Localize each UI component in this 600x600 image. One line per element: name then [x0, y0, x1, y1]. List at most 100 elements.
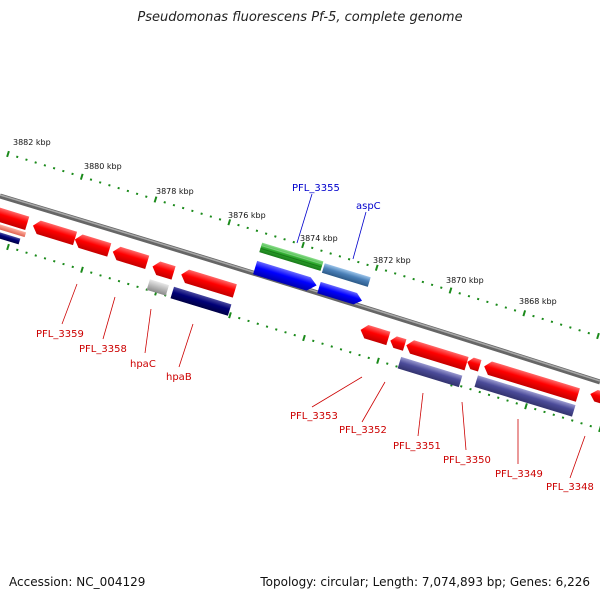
- gene-label-pfl3351[interactable]: PFL_3351: [393, 441, 441, 452]
- gene-navy-bar[interactable]: [0, 228, 21, 245]
- gene-label-pfl3349[interactable]: PFL_3349: [495, 469, 543, 480]
- minor-tick: [312, 339, 315, 343]
- major-tick: [302, 334, 306, 342]
- gene-label-pfl3352[interactable]: PFL_3352: [339, 425, 387, 436]
- upper-scale-ticks: [6, 150, 600, 340]
- gene-label-hpac[interactable]: hpaC: [130, 359, 156, 370]
- minor-tick: [256, 322, 259, 326]
- minor-tick: [284, 331, 287, 334]
- minor-tick: [53, 259, 56, 263]
- minor-tick: [487, 393, 491, 397]
- minor-tick: [395, 365, 398, 368]
- minor-tick: [366, 263, 369, 267]
- minor-tick: [467, 294, 471, 298]
- gene-label-hpab[interactable]: hpaB: [166, 372, 192, 383]
- minor-tick: [16, 248, 19, 252]
- minor-tick: [62, 169, 65, 173]
- major-tick: [6, 243, 10, 251]
- gene-aspc-bar[interactable]: [321, 263, 371, 287]
- minor-tick: [218, 218, 222, 221]
- gene-red-arrow[interactable]: [0, 202, 30, 230]
- minor-tick: [310, 246, 314, 250]
- major-tick: [522, 310, 527, 317]
- minor-tick: [486, 300, 489, 304]
- gene-label-pfl3350[interactable]: PFL_3350: [443, 455, 491, 466]
- minor-tick: [587, 331, 591, 335]
- major-tick: [6, 150, 10, 158]
- minor-tick: [15, 155, 19, 159]
- gene-hpab-bar[interactable]: [170, 286, 232, 316]
- minor-tick: [255, 229, 259, 233]
- gene-purple-bar[interactable]: [474, 375, 576, 417]
- minor-tick: [163, 201, 166, 204]
- kbp-label: 3882 kbp: [13, 138, 51, 147]
- gene-label-aspc[interactable]: aspC: [356, 201, 381, 212]
- gene-label-pfl3358[interactable]: PFL_3358: [79, 344, 127, 355]
- minor-tick: [127, 282, 130, 286]
- minor-tick: [264, 232, 268, 235]
- minor-tick: [338, 255, 342, 258]
- minor-tick: [34, 254, 37, 257]
- gene-label-pfl3359[interactable]: PFL_3359: [36, 329, 84, 340]
- gene-purple-bar[interactable]: [397, 356, 463, 388]
- gene-blue-arrow[interactable]: [253, 260, 318, 293]
- minor-tick: [541, 317, 544, 321]
- major-tick: [79, 173, 84, 180]
- minor-tick: [247, 319, 250, 323]
- minor-tick: [578, 329, 581, 332]
- minor-tick: [98, 181, 102, 184]
- gene-red-arrow[interactable]: [404, 339, 469, 371]
- minor-tick: [43, 257, 47, 260]
- minor-tick: [43, 164, 47, 167]
- minor-tick: [126, 189, 130, 193]
- minor-tick: [246, 226, 249, 230]
- reverse-label-lines: [61, 283, 586, 479]
- major-tick: [228, 312, 232, 319]
- minor-tick: [440, 286, 443, 289]
- gene-label-pfl3348[interactable]: PFL_3348: [546, 482, 594, 493]
- minor-tick: [181, 206, 185, 210]
- gene-label-pfl3353[interactable]: PFL_3353: [290, 411, 338, 422]
- kbp-label: 3870 kbp: [446, 276, 484, 285]
- minor-tick: [52, 166, 56, 170]
- gene-hpac-bar[interactable]: [146, 279, 170, 296]
- minor-tick: [274, 235, 277, 238]
- minor-tick: [108, 277, 111, 280]
- minor-tick: [550, 320, 554, 324]
- minor-tick: [71, 172, 74, 176]
- gene-red-arrow[interactable]: [359, 323, 391, 346]
- gene-blue-arrow[interactable]: [317, 281, 364, 307]
- kbp-label: 3878 kbp: [156, 187, 194, 196]
- gene-red-arrow[interactable]: [73, 233, 112, 257]
- gene-red-arrow[interactable]: [111, 245, 150, 269]
- minor-tick: [292, 240, 296, 244]
- minor-tick: [513, 309, 517, 312]
- minor-tick: [172, 203, 176, 207]
- major-tick: [80, 266, 84, 273]
- gene-pink-bar[interactable]: [0, 220, 27, 238]
- minor-tick: [283, 238, 286, 241]
- minor-tick: [320, 249, 323, 252]
- minor-tick: [339, 348, 343, 351]
- gene-label-pfl3355[interactable]: PFL_3355: [292, 183, 340, 194]
- major-tick: [301, 241, 305, 249]
- gene-red-arrow[interactable]: [589, 388, 600, 407]
- gene-red-arrow[interactable]: [179, 268, 237, 298]
- minor-tick: [25, 158, 28, 161]
- minor-tick: [34, 161, 37, 164]
- gene-red-arrow[interactable]: [389, 335, 407, 351]
- gene-pfl3355-stripe: [261, 245, 323, 265]
- minor-tick: [412, 277, 415, 281]
- kbp-label: 3868 kbp: [519, 297, 557, 306]
- gene-red-arrow[interactable]: [482, 360, 580, 402]
- gene-red-arrow[interactable]: [31, 219, 78, 246]
- reverse-labels: PFL_3359 PFL_3358 hpaC hpaB PFL_3353 PFL…: [36, 329, 594, 493]
- gene-red-arrow[interactable]: [150, 260, 176, 280]
- minor-tick: [90, 271, 93, 274]
- major-tick: [596, 332, 600, 340]
- minor-tick: [347, 257, 351, 261]
- minor-tick: [569, 326, 572, 329]
- gene-pfl3355-stripe: [260, 247, 322, 268]
- gene-red-arrow[interactable]: [466, 356, 482, 372]
